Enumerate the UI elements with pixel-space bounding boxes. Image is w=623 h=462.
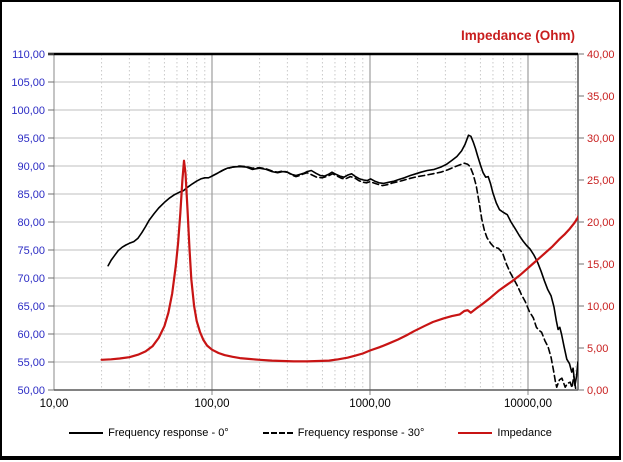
left-axis-label: 95,00: [17, 133, 45, 145]
right-axis-label: 30,00: [587, 133, 615, 145]
left-axis-label: 100,00: [11, 105, 45, 117]
left-axis-label: 70,00: [17, 273, 45, 285]
left-axis-label: 105,00: [11, 77, 45, 89]
left-axis-label: 80,00: [17, 217, 45, 229]
series-line-2: [100, 159, 578, 363]
legend-item-response-30: Frequency response - 30°: [262, 427, 425, 439]
x-axis-label: 10,00: [40, 398, 69, 410]
x-axis-label: 100,00: [194, 398, 229, 410]
left-axis-label: 60,00: [17, 329, 45, 341]
right-axis-label: 0,00: [587, 385, 608, 397]
legend-label-impedance: Impedance: [497, 427, 552, 439]
legend: Frequency response - 0° Frequency respon…: [2, 427, 619, 439]
solid-line-swatch-icon: [69, 432, 104, 434]
legend-item-impedance: Impedance: [458, 427, 552, 439]
right-axis-label: 25,00: [587, 175, 615, 187]
right-axis-label: 10,00: [587, 301, 615, 313]
right-axis-title: Impedance (Ohm): [460, 28, 575, 43]
red-line-swatch-icon: [458, 432, 493, 434]
right-axis-label: 15,00: [587, 259, 615, 271]
legend-label-response-0: Frequency response - 0°: [108, 427, 229, 439]
left-axis-label: 85,00: [17, 189, 45, 201]
x-axis-label: 10000,00: [504, 398, 552, 410]
frequency-impedance-plot: 110,00 105,00 100,00 95,00 90,00 85,00 80,00 75…: [11, 49, 615, 410]
left-axis-label: 50,00: [17, 385, 45, 397]
right-axis-label: 40,00: [587, 49, 615, 61]
dashed-line-swatch-icon: [262, 432, 293, 434]
legend-label-response-30: Frequency response - 30°: [297, 427, 425, 439]
right-axis-label: 20,00: [587, 217, 615, 229]
x-axis-label: 1000,00: [349, 398, 391, 410]
left-axis-label: 75,00: [17, 245, 45, 257]
left-axis-label: 65,00: [17, 301, 45, 313]
right-axis-label: 5,00: [587, 343, 608, 355]
right-axis-label: 35,00: [587, 91, 615, 103]
left-axis-label: 55,00: [17, 357, 45, 369]
series-line-1: [211, 162, 577, 390]
left-axis-label: 90,00: [17, 161, 45, 173]
legend-item-response-0: Frequency response - 0°: [69, 427, 229, 439]
left-axis-label: 110,00: [12, 49, 45, 61]
series-line-0: [107, 134, 578, 387]
